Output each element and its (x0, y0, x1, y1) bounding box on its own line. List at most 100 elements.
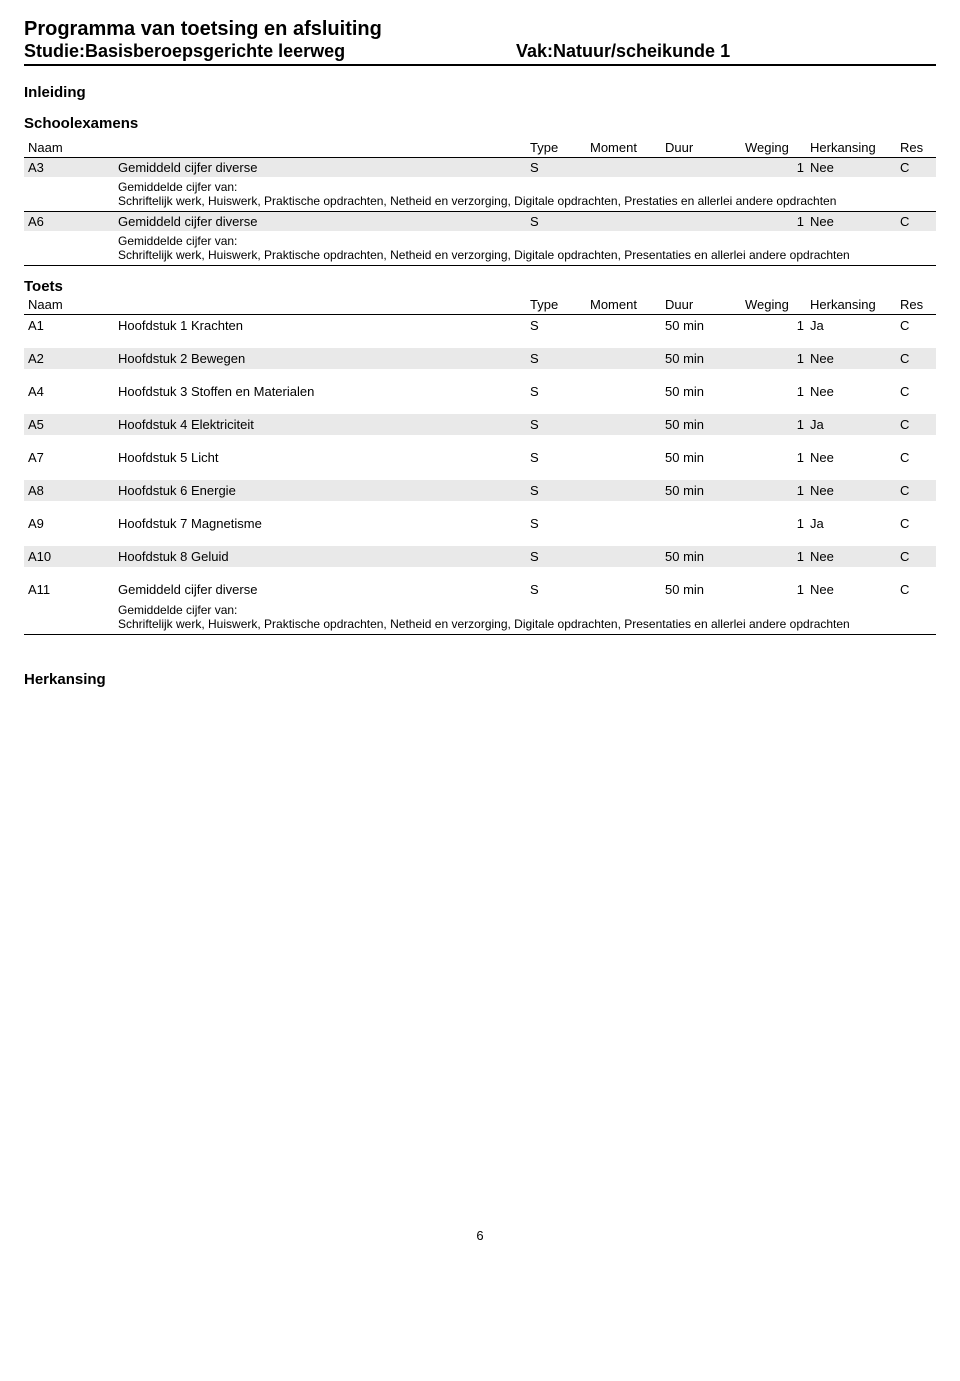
spacer-row (24, 468, 936, 480)
cell-duur: 50 min (661, 447, 741, 468)
cell-duur: 50 min (661, 546, 741, 567)
cell-moment (586, 447, 661, 468)
cell-herkansing: Ja (806, 513, 896, 534)
cell-type: S (526, 381, 586, 402)
section-herkansing: Herkansing (24, 671, 936, 688)
cell-res: C (896, 546, 936, 567)
cell-type: S (526, 158, 586, 178)
cell-moment (586, 212, 661, 232)
cell-naam: Gemiddeld cijfer diverse (114, 158, 526, 178)
cell-duur: 50 min (661, 480, 741, 501)
cell-naam: Hoofdstuk 3 Stoffen en Materialen (114, 381, 526, 402)
cell-moment (586, 381, 661, 402)
cell-weging: 1 (741, 414, 806, 435)
cell-naam: Hoofdstuk 2 Bewegen (114, 348, 526, 369)
cell-res: C (896, 414, 936, 435)
cell-naam: Hoofdstuk 5 Licht (114, 447, 526, 468)
cell-duur (661, 513, 741, 534)
cell-weging: 1 (741, 546, 806, 567)
table-row: A5Hoofdstuk 4 ElektriciteitS50 min1JaC (24, 414, 936, 435)
cell-duur: 50 min (661, 315, 741, 337)
cell-naam: Gemiddeld cijfer diverse (114, 579, 526, 600)
cell-moment (586, 546, 661, 567)
spacer-row (24, 435, 936, 447)
cell-code: A11 (24, 579, 114, 600)
cell-duur (661, 158, 741, 178)
studie-value: Basisberoepsgerichte leerweg (85, 41, 345, 61)
cell-type: S (526, 414, 586, 435)
cell-moment (586, 480, 661, 501)
cell-moment (586, 315, 661, 337)
cell-code: A6 (24, 212, 114, 232)
cell-moment (586, 348, 661, 369)
page-number: 6 (24, 1228, 936, 1243)
cell-type: S (526, 480, 586, 501)
cell-type: S (526, 315, 586, 337)
cell-herkansing: Nee (806, 480, 896, 501)
cell-res: C (896, 315, 936, 337)
table-header-row: Naam Type Moment Duur Weging Herkansing … (24, 295, 936, 315)
cell-moment (586, 513, 661, 534)
cell-naam: Hoofdstuk 6 Energie (114, 480, 526, 501)
table-row: A4Hoofdstuk 3 Stoffen en MaterialenS50 m… (24, 381, 936, 402)
cell-res: C (896, 480, 936, 501)
cell-herkansing: Nee (806, 381, 896, 402)
sub-desc: Schriftelijk werk, Huiswerk, Praktische … (118, 248, 932, 262)
cell-weging: 1 (741, 579, 806, 600)
cell-weging: 1 (741, 158, 806, 178)
col-res: Res (896, 295, 936, 315)
sub-label: Gemiddelde cijfer van: (118, 180, 932, 194)
cell-weging: 1 (741, 480, 806, 501)
sub-desc: Schriftelijk werk, Huiswerk, Praktische … (118, 617, 932, 631)
cell-type: S (526, 513, 586, 534)
cell-naam: Hoofdstuk 1 Krachten (114, 315, 526, 337)
studie-label: Studie: (24, 41, 85, 61)
table-subrow: Gemiddelde cijfer van:Schriftelijk werk,… (24, 177, 936, 212)
cell-herkansing: Ja (806, 414, 896, 435)
cell-herkansing: Nee (806, 348, 896, 369)
table-row: A2Hoofdstuk 2 BewegenS50 min1NeeC (24, 348, 936, 369)
section-inleiding: Inleiding (24, 84, 936, 101)
cell-weging: 1 (741, 315, 806, 337)
vak-label: Vak: (516, 41, 553, 61)
header-subrow: Studie:Basisberoepsgerichte leerweg Vak:… (24, 41, 936, 66)
table-row: A10Hoofdstuk 8 GeluidS50 min1NeeC (24, 546, 936, 567)
cell-type: S (526, 546, 586, 567)
col-duur: Duur (661, 138, 741, 158)
table-row: A9Hoofdstuk 7 MagnetismeS1JaC (24, 513, 936, 534)
cell-code: A2 (24, 348, 114, 369)
cell-code: A8 (24, 480, 114, 501)
vak-value: Natuur/scheikunde 1 (553, 41, 730, 61)
sub-label: Gemiddelde cijfer van: (118, 234, 932, 248)
cell-weging: 1 (741, 513, 806, 534)
section-toets: Toets (24, 278, 936, 295)
cell-moment (586, 158, 661, 178)
cell-res: C (896, 212, 936, 232)
studie-block: Studie:Basisberoepsgerichte leerweg (24, 41, 516, 62)
spacer-row (24, 501, 936, 513)
table-header-row: Naam Type Moment Duur Weging Herkansing … (24, 138, 936, 158)
cell-type: S (526, 579, 586, 600)
col-weging: Weging (741, 138, 806, 158)
table-row: A1Hoofdstuk 1 KrachtenS50 min1JaC (24, 315, 936, 337)
spacer-row (24, 534, 936, 546)
cell-type: S (526, 447, 586, 468)
cell-res: C (896, 348, 936, 369)
cell-naam: Hoofdstuk 7 Magnetisme (114, 513, 526, 534)
spacer-row (24, 336, 936, 348)
table-row: A11Gemiddeld cijfer diverseS50 min1NeeC (24, 579, 936, 600)
cell-res: C (896, 158, 936, 178)
cell-type: S (526, 212, 586, 232)
cell-naam: Hoofdstuk 8 Geluid (114, 546, 526, 567)
col-weging: Weging (741, 295, 806, 315)
col-moment: Moment (586, 295, 661, 315)
cell-herkansing: Nee (806, 546, 896, 567)
schoolexamens-table: Naam Type Moment Duur Weging Herkansing … (24, 138, 936, 266)
cell-code: A9 (24, 513, 114, 534)
table-row: A3Gemiddeld cijfer diverseS1NeeC (24, 158, 936, 178)
spacer-row (24, 567, 936, 579)
col-naam: Naam (24, 295, 526, 315)
cell-naam: Hoofdstuk 4 Elektriciteit (114, 414, 526, 435)
col-type: Type (526, 138, 586, 158)
cell-weging: 1 (741, 447, 806, 468)
